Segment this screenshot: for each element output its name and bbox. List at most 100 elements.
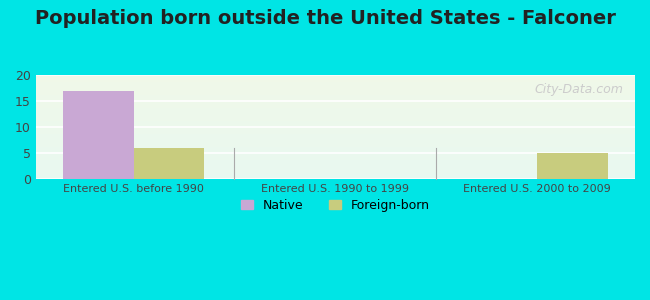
Bar bbox=[36, 174, 635, 175]
Bar bbox=[36, 81, 635, 82]
Bar bbox=[36, 158, 635, 159]
Bar bbox=[36, 120, 635, 121]
Bar bbox=[36, 118, 635, 119]
Bar bbox=[36, 147, 635, 148]
Bar bbox=[36, 139, 635, 140]
Bar bbox=[537, 153, 608, 179]
Bar bbox=[36, 164, 635, 165]
Bar bbox=[63, 91, 134, 179]
Bar bbox=[36, 97, 635, 98]
Bar bbox=[36, 78, 635, 79]
Bar bbox=[134, 148, 204, 179]
Bar bbox=[36, 121, 635, 122]
Bar bbox=[36, 116, 635, 117]
Bar bbox=[36, 124, 635, 125]
Bar bbox=[36, 98, 635, 99]
Bar bbox=[36, 167, 635, 168]
Bar bbox=[36, 115, 635, 116]
Bar bbox=[36, 105, 635, 106]
Bar bbox=[36, 169, 635, 170]
Bar bbox=[36, 76, 635, 77]
Text: Population born outside the United States - Falconer: Population born outside the United State… bbox=[34, 9, 616, 28]
Bar bbox=[36, 141, 635, 142]
Bar bbox=[36, 143, 635, 144]
Bar bbox=[36, 95, 635, 96]
Bar bbox=[36, 131, 635, 132]
Bar bbox=[36, 140, 635, 141]
Bar bbox=[36, 178, 635, 179]
Bar bbox=[36, 101, 635, 102]
Bar bbox=[36, 84, 635, 86]
Bar bbox=[36, 110, 635, 112]
Bar bbox=[36, 80, 635, 81]
Bar bbox=[36, 96, 635, 97]
Bar bbox=[36, 85, 635, 86]
Bar bbox=[36, 119, 635, 120]
Bar bbox=[36, 125, 635, 126]
Text: City-Data.com: City-Data.com bbox=[534, 83, 623, 96]
Bar bbox=[36, 104, 635, 105]
Bar bbox=[36, 150, 635, 151]
Bar bbox=[36, 163, 635, 164]
Bar bbox=[36, 160, 635, 161]
Bar bbox=[36, 99, 635, 100]
Bar bbox=[36, 173, 635, 174]
Bar bbox=[36, 129, 635, 130]
Bar bbox=[36, 103, 635, 104]
Bar bbox=[36, 83, 635, 84]
Bar bbox=[36, 157, 635, 158]
Bar bbox=[36, 177, 635, 178]
Bar bbox=[36, 77, 635, 78]
Bar bbox=[36, 122, 635, 123]
Bar bbox=[36, 128, 635, 129]
Bar bbox=[36, 134, 635, 136]
Bar bbox=[36, 148, 635, 149]
Bar bbox=[36, 117, 635, 118]
Bar bbox=[36, 170, 635, 171]
Bar bbox=[36, 152, 635, 153]
Bar bbox=[36, 93, 635, 94]
Bar bbox=[36, 114, 635, 115]
Bar bbox=[36, 100, 635, 101]
Bar bbox=[36, 172, 635, 173]
Bar bbox=[36, 86, 635, 88]
Bar bbox=[36, 166, 635, 167]
Bar bbox=[36, 161, 635, 163]
Bar bbox=[36, 92, 635, 93]
Bar bbox=[36, 176, 635, 177]
Bar bbox=[36, 165, 635, 166]
Bar bbox=[36, 90, 635, 91]
Bar bbox=[36, 107, 635, 108]
Bar bbox=[36, 154, 635, 155]
Bar bbox=[36, 153, 635, 154]
Bar bbox=[36, 112, 635, 114]
Bar bbox=[36, 156, 635, 157]
Bar bbox=[36, 94, 635, 95]
Bar bbox=[36, 149, 635, 150]
Bar bbox=[36, 88, 635, 90]
Bar bbox=[36, 136, 635, 137]
Bar bbox=[36, 175, 635, 176]
Bar bbox=[36, 79, 635, 80]
Bar bbox=[36, 142, 635, 143]
Bar bbox=[36, 123, 635, 124]
Bar bbox=[36, 108, 635, 110]
Bar bbox=[36, 137, 635, 139]
Bar bbox=[36, 145, 635, 146]
Bar bbox=[36, 130, 635, 131]
Bar bbox=[36, 144, 635, 145]
Bar bbox=[36, 155, 635, 156]
Bar bbox=[36, 82, 635, 83]
Bar bbox=[36, 168, 635, 169]
Bar bbox=[36, 91, 635, 92]
Bar bbox=[36, 102, 635, 103]
Bar bbox=[36, 171, 635, 172]
Bar bbox=[36, 132, 635, 134]
Bar bbox=[36, 159, 635, 160]
Bar bbox=[36, 127, 635, 128]
Bar bbox=[36, 151, 635, 152]
Bar bbox=[36, 126, 635, 127]
Bar bbox=[36, 106, 635, 107]
Bar bbox=[36, 146, 635, 147]
Legend: Native, Foreign-born: Native, Foreign-born bbox=[235, 194, 436, 217]
